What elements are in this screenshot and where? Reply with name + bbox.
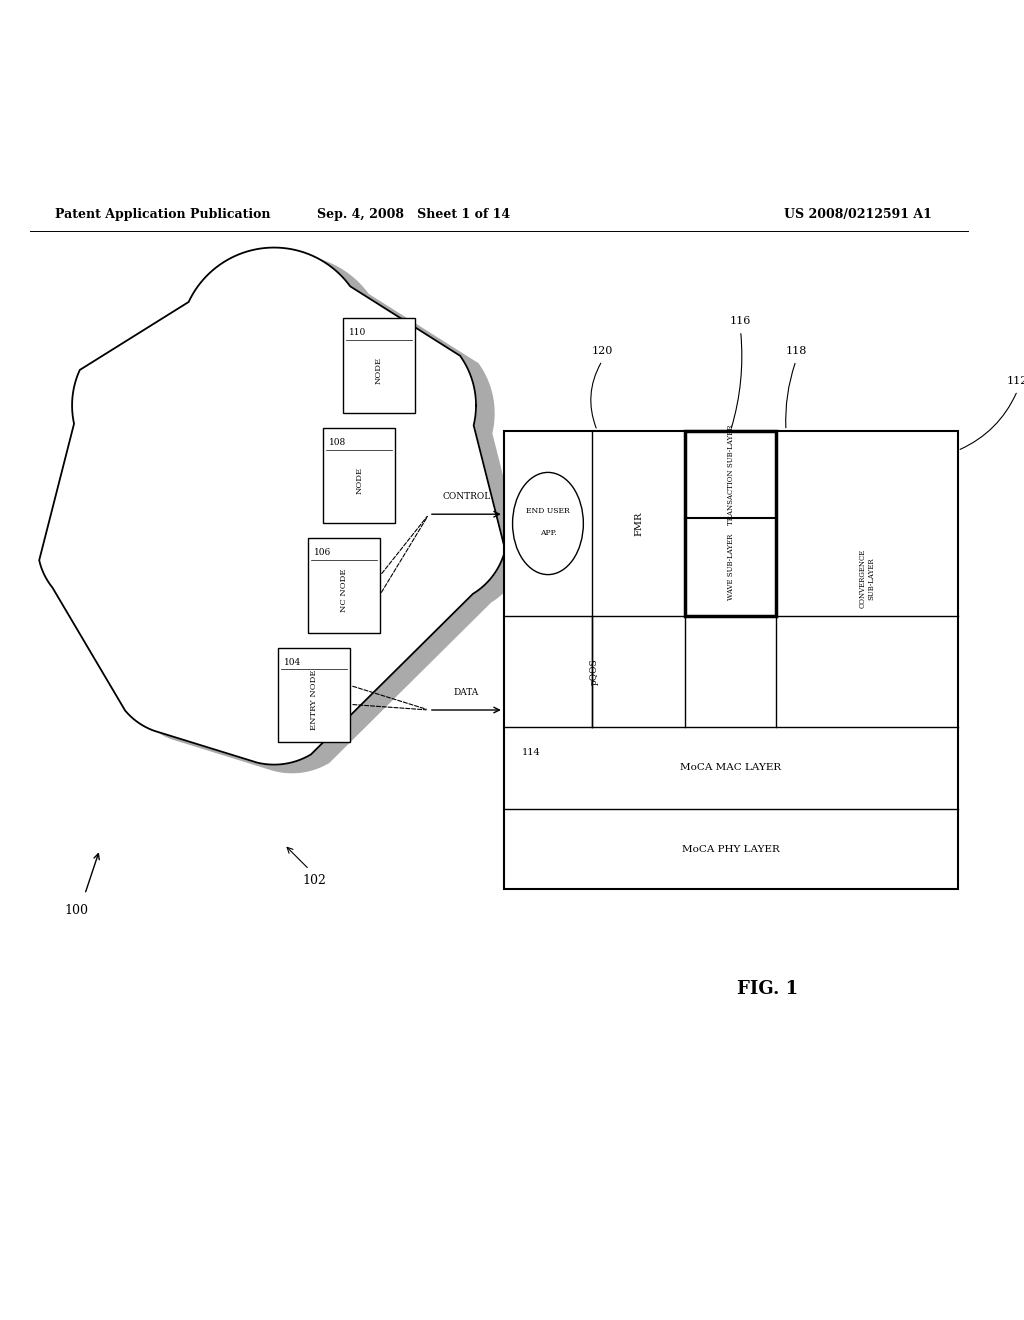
Text: CONTROL: CONTROL <box>442 492 490 502</box>
Text: CONVERGENCE
SUB-LAYER: CONVERGENCE SUB-LAYER <box>858 549 876 609</box>
FancyBboxPatch shape <box>279 648 350 742</box>
FancyBboxPatch shape <box>324 428 395 523</box>
Text: MoCA PHY LAYER: MoCA PHY LAYER <box>682 845 779 854</box>
Text: NODE: NODE <box>355 467 364 494</box>
Text: 116: 116 <box>730 315 752 326</box>
Text: 118: 118 <box>785 346 807 356</box>
Text: 108: 108 <box>329 438 346 447</box>
Text: MoCA MAC LAYER: MoCA MAC LAYER <box>680 763 781 772</box>
Text: 120: 120 <box>592 346 613 356</box>
Text: Patent Application Publication: Patent Application Publication <box>55 207 270 220</box>
Text: Sep. 4, 2008   Sheet 1 of 14: Sep. 4, 2008 Sheet 1 of 14 <box>317 207 511 220</box>
Text: WAVE SUB-LAYER: WAVE SUB-LAYER <box>727 535 734 601</box>
Text: US 2008/0212591 A1: US 2008/0212591 A1 <box>783 207 932 220</box>
Text: DATA: DATA <box>454 688 479 697</box>
Text: FMR: FMR <box>634 511 643 536</box>
FancyBboxPatch shape <box>343 318 415 413</box>
Polygon shape <box>57 256 523 772</box>
Text: END USER: END USER <box>526 507 569 515</box>
Text: NC NODE: NC NODE <box>340 569 348 612</box>
Text: pQOS: pQOS <box>590 659 599 685</box>
Text: 110: 110 <box>349 329 367 338</box>
Text: 104: 104 <box>285 657 301 667</box>
FancyBboxPatch shape <box>308 537 380 632</box>
Text: NODE: NODE <box>375 358 383 384</box>
Text: 114: 114 <box>521 748 541 758</box>
Ellipse shape <box>513 473 584 574</box>
Text: 106: 106 <box>314 548 332 557</box>
Polygon shape <box>39 248 505 764</box>
Text: 100: 100 <box>65 904 89 917</box>
Text: FIG. 1: FIG. 1 <box>737 981 799 998</box>
FancyBboxPatch shape <box>685 430 776 616</box>
Text: TRANSACTION SUB-LAYER: TRANSACTION SUB-LAYER <box>727 424 734 524</box>
Text: 112: 112 <box>1007 376 1024 385</box>
Text: APP.: APP. <box>540 529 556 537</box>
Text: 102: 102 <box>302 874 326 887</box>
FancyBboxPatch shape <box>504 430 957 890</box>
Text: ENTRY NODE: ENTRY NODE <box>310 669 318 730</box>
